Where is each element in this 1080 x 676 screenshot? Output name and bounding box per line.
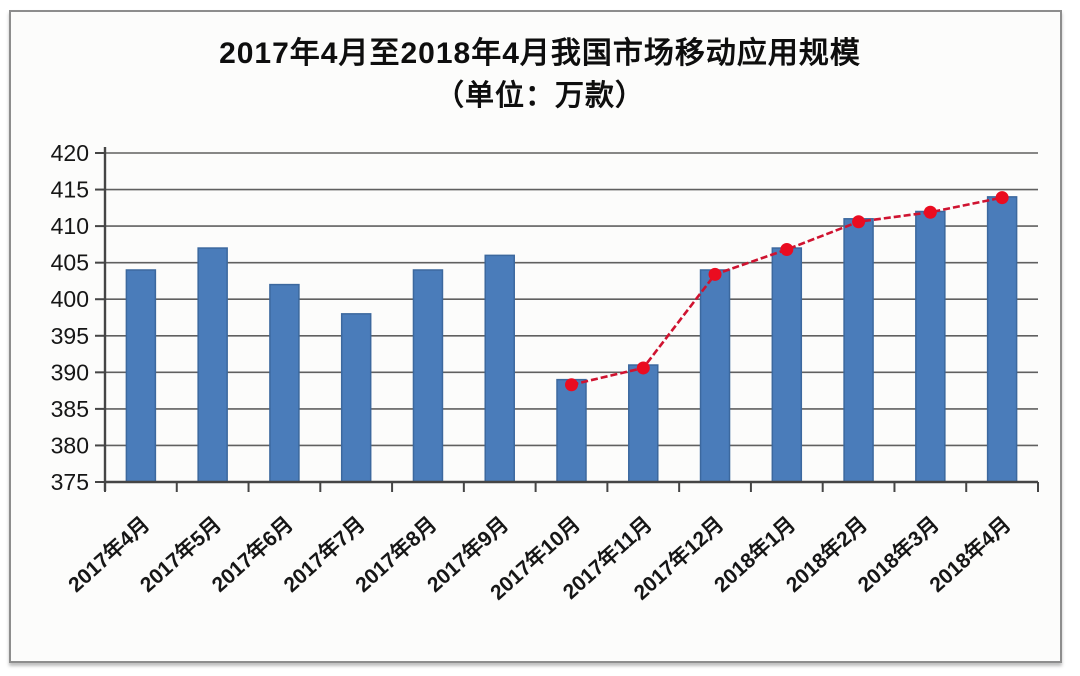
y-tick-label: 380 [51, 432, 89, 458]
chart-title: 2017年4月至2018年4月我国市场移动应用规模 [219, 37, 861, 70]
bar [986, 196, 1018, 483]
y-tick-label: 390 [51, 359, 89, 385]
bar [771, 247, 803, 483]
y-tick-label: 400 [51, 286, 89, 312]
bar [269, 283, 300, 483]
line-marker [636, 361, 650, 375]
bar [699, 269, 731, 483]
chart-subtitle: （单位：万款） [434, 80, 645, 112]
bar [125, 269, 157, 483]
line-marker [565, 378, 578, 392]
line-marker [708, 267, 722, 281]
bar [556, 378, 587, 483]
y-tick-label: 410 [51, 213, 89, 239]
line-marker [923, 205, 937, 219]
bar [843, 218, 874, 483]
bar [915, 210, 946, 483]
line-marker [852, 215, 866, 229]
bar [628, 364, 659, 483]
y-tick-label: 385 [51, 396, 89, 422]
y-tick-label: 405 [51, 250, 89, 276]
line-marker [995, 191, 1009, 205]
line-marker [780, 243, 794, 257]
bar [484, 254, 515, 483]
y-tick-label: 415 [51, 177, 89, 203]
y-tick-label: 375 [51, 469, 89, 495]
bar [412, 269, 444, 483]
bar [340, 313, 372, 483]
bar [197, 247, 228, 483]
y-tick-label: 420 [51, 140, 89, 166]
y-tick-label: 395 [51, 323, 89, 349]
